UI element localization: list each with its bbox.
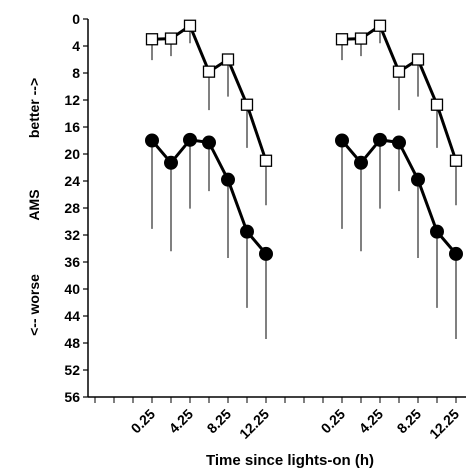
data-point-square <box>335 33 349 46</box>
data-point-square <box>202 65 216 78</box>
y-tick-label: 48 <box>64 335 80 351</box>
x-tick-label: 0.25 <box>318 406 349 437</box>
data-point-circle <box>449 246 463 261</box>
series-filled-circles <box>145 132 273 339</box>
data-point-circle <box>259 246 273 261</box>
x-tick-label: 4.25 <box>356 406 387 437</box>
data-point-circle <box>164 155 178 170</box>
x-tick-label: 8.25 <box>204 406 235 437</box>
data-point-square <box>449 154 463 167</box>
y-tick-label: 8 <box>72 65 80 81</box>
data-point-square <box>164 32 178 45</box>
panel-1 <box>145 19 273 339</box>
data-point-circle <box>392 135 406 150</box>
x-tick-label: 12.25 <box>236 406 272 442</box>
data-point-square <box>411 53 425 66</box>
y-tick-label: 32 <box>64 227 80 243</box>
x-tick-label: 4.25 <box>166 406 197 437</box>
y-tick-label: 52 <box>64 362 80 378</box>
y-tick-label: 28 <box>64 200 80 216</box>
y-tick-label: 16 <box>64 119 80 135</box>
y-tick-label: 44 <box>64 308 80 324</box>
data-point-square <box>392 65 406 78</box>
data-point-square <box>354 32 368 45</box>
x-tick-label: 12.25 <box>426 406 462 442</box>
data-point-square <box>259 154 273 167</box>
y-tick-label: 56 <box>64 389 80 405</box>
data-point-square <box>240 98 254 111</box>
data-point-circle <box>411 172 425 187</box>
series-open-squares <box>145 19 273 206</box>
data-point-circle <box>373 132 387 147</box>
x-tick-label: 0.25 <box>128 406 159 437</box>
data-point-circle <box>240 224 254 239</box>
data-point-circle <box>430 224 444 239</box>
y-tick-label: 20 <box>64 146 80 162</box>
data-point-circle <box>335 133 349 148</box>
data-point-square <box>145 33 159 46</box>
data-point-square <box>183 19 197 32</box>
y-tick-label: 4 <box>72 38 80 54</box>
y-tick-label: 24 <box>64 173 80 189</box>
data-point-circle <box>221 172 235 187</box>
y-label-better: better --> <box>26 78 42 138</box>
data-point-circle <box>183 132 197 147</box>
data-point-square <box>430 98 444 111</box>
y-tick-label: 36 <box>64 254 80 270</box>
y-label-worse: <-- worse <box>26 274 42 336</box>
data-point-circle <box>145 133 159 148</box>
series-open-squares <box>335 19 463 206</box>
y-tick-label: 12 <box>64 92 80 108</box>
x-axis-title: Time since lights-on (h) <box>206 452 374 469</box>
x-tick-label: 8.25 <box>394 406 425 437</box>
data-point-square <box>221 53 235 66</box>
data-point-circle <box>202 135 216 150</box>
y-label-ams: AMS <box>26 189 42 220</box>
data-point-circle <box>354 155 368 170</box>
series-filled-circles <box>335 132 463 339</box>
y-tick-label: 40 <box>64 281 80 297</box>
plot-area <box>145 19 463 339</box>
y-tick-label: 0 <box>72 11 80 27</box>
data-point-square <box>373 19 387 32</box>
panel-2 <box>335 19 463 339</box>
x-axis: 0.25 4.25 8.25 12.25 0.25 4.25 8.25 12.25 <box>88 396 466 442</box>
